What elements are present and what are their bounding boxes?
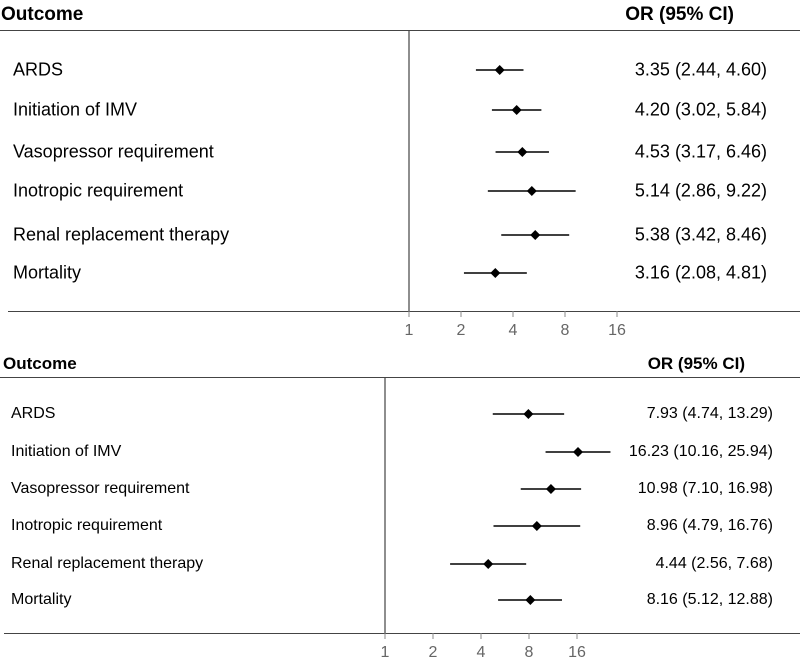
x-tick-label: 16 [608,322,626,339]
or-ci-value: 5.14 (2.86, 9.22) [634,180,767,201]
outcome-label: Vasopressor requirement [13,141,214,162]
x-tick-label: 2 [457,322,466,339]
point-estimate [494,65,505,75]
or-ci-value: 4.20 (3.02, 5.84) [634,99,767,120]
or-ci-value: 7.93 (4.74, 13.29) [646,405,773,422]
outcome-label: Inotropic requirement [13,180,184,201]
header-or-ci: OR (95% CI) [625,4,734,25]
x-tick-label: 1 [405,322,414,339]
or-ci-value: 16.23 (10.16, 25.94) [628,443,773,460]
header-outcome: Outcome [3,354,77,373]
or-ci-value: 8.96 (4.79, 16.76) [646,517,773,534]
header-outcome: Outcome [1,4,84,25]
outcome-label: Initiation of IMV [13,99,138,120]
outcome-label: ARDS [13,59,64,80]
forest-plot-area: 1 2 4 8 16 [381,377,611,661]
outcome-label: Vasopressor requirement [11,480,190,497]
header-or-ci: OR (95% CI) [647,354,745,373]
outcome-label: Renal replacement therapy [13,224,230,245]
point-estimate [490,268,501,278]
or-ci-value: 4.44 (2.56, 7.68) [655,555,773,572]
x-tick-label: 2 [429,644,438,661]
outcome-label: Mortality [11,591,72,608]
point-estimate [511,105,522,115]
header-rule [0,30,800,31]
x-tick-label: 4 [477,644,486,661]
header-rule [0,377,800,378]
point-estimate [545,484,556,494]
point-estimate [483,559,494,569]
or-ci-value: 8.16 (5.12, 12.88) [646,591,773,608]
outcome-label: ARDS [11,405,56,422]
point-estimate [525,595,536,605]
x-tick-label: 1 [381,644,390,661]
point-estimate [526,186,537,196]
outcome-label: Initiation of IMV [11,443,122,460]
point-estimate [572,447,583,457]
footer-rule [4,633,800,634]
or-ci-value: 4.53 (3.17, 6.46) [634,141,767,162]
point-estimate [523,409,534,419]
point-estimate [530,230,541,240]
x-tick-label: 8 [525,644,534,661]
point-estimate [531,521,542,531]
point-estimate [517,147,528,157]
footer-rule [8,311,800,312]
or-ci-value: 10.98 (7.10, 16.98) [637,480,773,497]
x-tick-label: 4 [509,322,518,339]
forest-plot-area: 1 2 4 8 16 [405,30,626,339]
outcome-label: Renal replacement therapy [11,555,204,572]
outcome-label: Inotropic requirement [11,517,163,534]
x-tick-label: 16 [568,644,586,661]
or-ci-value: 5.38 (3.42, 8.46) [634,224,767,245]
outcome-label: Mortality [13,262,82,283]
forest-plot-top: Outcome OR (95% CI) ARDS Initiation of IM… [0,4,800,339]
forest-plot-bottom: Outcome OR (95% CI) ARDS Initiation of IM… [0,350,800,661]
or-ci-value: 3.16 (2.08, 4.81) [634,262,767,283]
or-ci-value: 3.35 (2.44, 4.60) [634,59,767,80]
x-tick-label: 8 [561,322,570,339]
